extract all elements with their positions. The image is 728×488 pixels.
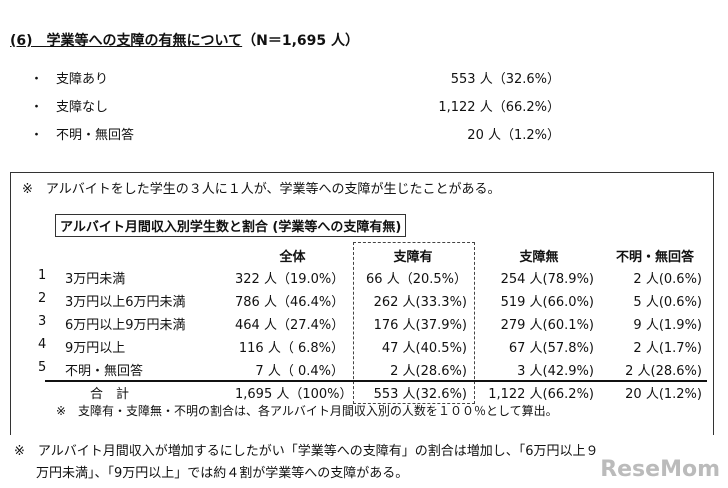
findings-box xyxy=(10,172,714,435)
table-cell: 3 人(42.9%) xyxy=(517,364,594,379)
table-cell: 786 人（46.4%） xyxy=(235,295,345,310)
row-number: 1 xyxy=(38,268,47,283)
column-header: 不明・無回答 xyxy=(615,250,694,265)
total-label: 合 計 xyxy=(90,387,130,402)
total-cell: 1,695 人（100%） xyxy=(235,387,353,402)
table-cell: 2 人(28.6%) xyxy=(390,364,467,379)
summary-item: ・ 支障あり xyxy=(30,72,109,87)
conclusion-line-2: 万円未満」、「9万円以上」では約４割が学業等への支障がある。 xyxy=(36,466,409,481)
table-cell: 464 人（27.4%） xyxy=(235,318,345,333)
table-cell: 322 人（19.0%） xyxy=(235,272,345,287)
row-label: 6万円以上9万円未満 xyxy=(65,318,186,333)
total-cell: 1,122 人(66.2%) xyxy=(488,387,594,402)
table-cell: 66 人（20.5%） xyxy=(366,272,467,287)
table-cell: 176 人(37.9%) xyxy=(373,318,467,333)
total-rule xyxy=(45,380,707,382)
row-label: 9万円以上 xyxy=(65,341,126,356)
table-cell: 2 人(0.6%) xyxy=(633,272,702,287)
column-header: 支障無 xyxy=(519,250,559,265)
row-label: 3万円以上6万円未満 xyxy=(65,295,186,310)
highlight-column-frame xyxy=(353,242,475,404)
row-number: 2 xyxy=(38,291,47,306)
table-cell: 262 人(33.3%) xyxy=(373,295,467,310)
conclusion-line-1: ※ アルバイト月間収入が増加するにしたがい「学業等への支障有」の割合は増加し、「… xyxy=(14,444,599,459)
section-title: (6) 学業等への支障の有無について（N＝1,695 人） xyxy=(10,33,360,49)
table-cell: 7 人（ 0.4%） xyxy=(255,364,344,379)
summary-value: 553 人（32.6%） xyxy=(450,72,560,87)
summary-item: ・ 不明・無回答 xyxy=(30,128,135,143)
table-footnote: ※ 支障有・支障無・不明の割合は、各アルバイト月間収入別の人数を１００％として算… xyxy=(56,404,558,418)
row-number: 4 xyxy=(38,337,47,352)
row-number: 5 xyxy=(38,360,47,375)
table-cell: 519 人(66.0%) xyxy=(500,295,594,310)
table-cell: 2 人(1.7%) xyxy=(633,341,702,356)
table-cell: 116 人（ 6.8%） xyxy=(238,341,344,356)
summary-value: 1,122 人（66.2%） xyxy=(438,100,560,115)
column-header: 支障有 xyxy=(393,250,433,265)
table-cell: 9 人(1.9%) xyxy=(633,318,702,333)
summary-item: ・ 支障なし xyxy=(30,100,109,115)
row-number: 3 xyxy=(38,314,47,329)
table-cell: 279 人(60.1%) xyxy=(500,318,594,333)
table-cell: 2 人(28.6%) xyxy=(625,364,702,379)
table-cell: 254 人(78.9%) xyxy=(500,272,594,287)
table-caption: アルバイト月間収入別学生数と割合 (学業等への支障有無) xyxy=(55,214,407,237)
box-note: ※ アルバイトをした学生の３人に１人が、学業等への支障が生じたことがある。 xyxy=(22,182,501,197)
watermark-logo: ReseMom xyxy=(600,457,720,482)
total-cell: 20 人(1.2%) xyxy=(625,387,702,402)
table-cell: 67 人(57.8%) xyxy=(508,341,594,356)
table-cell: 47 人(40.5%) xyxy=(381,341,467,356)
total-cell: 553 人(32.6%) xyxy=(373,387,467,402)
summary-value: 20 人（1.2%） xyxy=(467,128,560,143)
table-cell: 5 人(0.6%) xyxy=(633,295,702,310)
row-label: 3万円未満 xyxy=(65,272,126,287)
sample-size: （N＝1,695 人） xyxy=(242,33,360,49)
column-header: 全体 xyxy=(279,250,306,265)
row-label: 不明・無回答 xyxy=(65,364,144,379)
